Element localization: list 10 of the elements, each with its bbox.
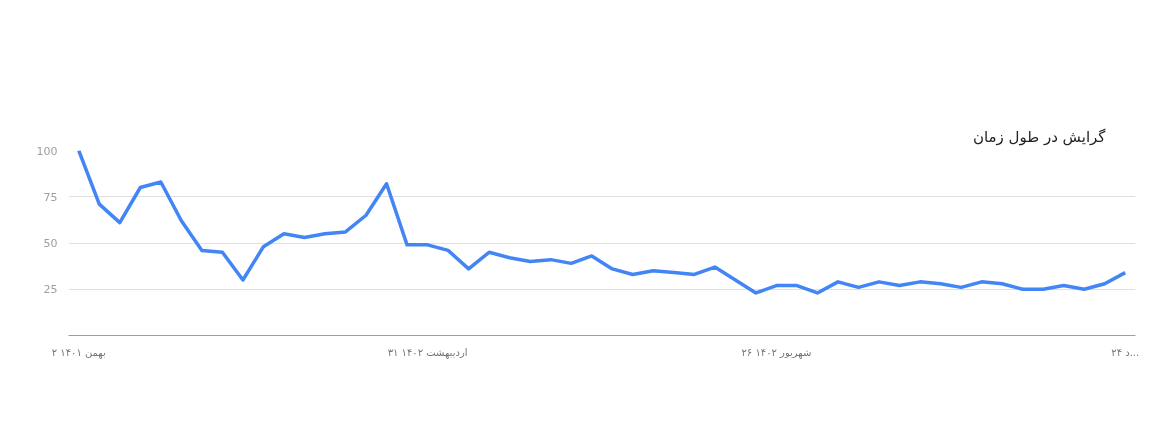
y-tick-label: 50 [43, 237, 58, 250]
x-tick-label: ۲۶ شهریور ۱۴۰۲ [741, 346, 812, 359]
y-tick-label: 100 [36, 144, 58, 158]
x-tick-label: ۳۱ اردیبهشت ۱۴۰۲ [387, 346, 468, 359]
chart-title: گرایش در طول زمان [972, 127, 1107, 146]
y-tick-label: 75 [43, 190, 58, 204]
x-tick-label: ۲۴ د... [1111, 346, 1140, 358]
y-tick-label: 25 [43, 283, 58, 297]
line-series [77, 150, 1127, 295]
x-tick-label: ۲ بهمن ۱۴۰۱ [51, 346, 106, 359]
